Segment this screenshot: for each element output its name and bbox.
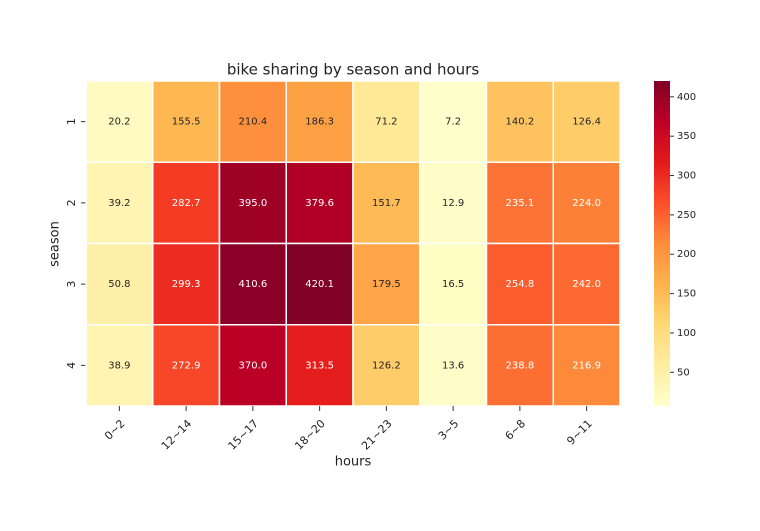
x-tick-label: 9~11 <box>564 417 595 448</box>
heatmap-cell <box>485 161 554 245</box>
colorbar-tick-label: 100 <box>677 328 696 339</box>
heatmap-cell <box>285 324 354 407</box>
heatmap-cell <box>419 80 488 163</box>
cell-label: 179.5 <box>372 279 401 290</box>
heatmap-cell <box>218 324 287 407</box>
y-tick-label: 3 <box>65 281 78 288</box>
x-tick-label: 18~20 <box>292 417 328 453</box>
heatmap-cell <box>352 242 421 326</box>
cell-label: 7.2 <box>445 117 461 128</box>
heatmap-cell <box>419 242 488 326</box>
cell-label: 39.2 <box>108 198 130 209</box>
cell-label: 126.4 <box>572 117 601 128</box>
heatmap-cell <box>352 324 421 407</box>
heatmap-cell <box>85 242 154 326</box>
cell-label: 126.2 <box>372 360 401 371</box>
cell-label: 238.8 <box>506 360 535 371</box>
cell-label: 242.0 <box>572 279 601 290</box>
cell-label: 282.7 <box>172 198 201 209</box>
cell-label: 420.1 <box>305 279 334 290</box>
colorbar-tick-label: 150 <box>677 289 696 300</box>
x-tick-label: 12~14 <box>159 417 195 453</box>
heatmap-cell <box>218 242 287 326</box>
cell-label: 210.4 <box>239 117 268 128</box>
colorbar-tick-label: 200 <box>677 249 696 260</box>
cell-label: 140.2 <box>506 117 535 128</box>
cell-label: 50.8 <box>108 279 130 290</box>
y-tick-label: 1 <box>65 118 78 125</box>
x-tick-label: 3~5 <box>436 417 462 443</box>
cell-label: 379.6 <box>305 198 334 209</box>
cell-label: 20.2 <box>108 117 130 128</box>
heatmap-cell <box>152 242 221 326</box>
cell-label: 151.7 <box>372 198 401 209</box>
x-tick-label: 0~2 <box>102 417 128 443</box>
colorbar <box>654 81 670 406</box>
heatmap-cell <box>152 80 221 163</box>
heatmap-cell <box>85 324 154 407</box>
heatmap-cell <box>552 161 621 245</box>
x-tick-label: 15~17 <box>226 417 262 453</box>
x-tick-label: 6~8 <box>503 417 529 443</box>
heatmap-cell <box>152 324 221 407</box>
cell-label: 71.2 <box>375 117 397 128</box>
colorbar-tick-label: 250 <box>677 210 696 221</box>
colorbar-tick-label: 50 <box>677 367 690 378</box>
heatmap-cell <box>485 242 554 326</box>
heatmap-cell <box>552 242 621 326</box>
y-tick-label: 2 <box>65 199 78 206</box>
cell-label: 313.5 <box>305 360 334 371</box>
cell-label: 272.9 <box>172 360 201 371</box>
heatmap-cell <box>552 80 621 163</box>
chart-title: bike sharing by season and hours <box>227 61 479 79</box>
cell-label: 16.5 <box>442 279 464 290</box>
x-tick-label: 21~23 <box>359 417 395 453</box>
cell-label: 395.0 <box>239 198 268 209</box>
heatmap-cell <box>218 161 287 245</box>
cell-label: 299.3 <box>172 279 201 290</box>
cell-label: 224.0 <box>572 198 601 209</box>
colorbar-tick-label: 400 <box>677 92 696 103</box>
y-axis-label: season <box>48 221 63 267</box>
cell-label: 13.6 <box>442 360 464 371</box>
cell-label: 12.9 <box>442 198 464 209</box>
colorbar-tick-label: 300 <box>677 171 696 182</box>
x-axis-label: hours <box>335 455 372 470</box>
cell-label: 235.1 <box>506 198 535 209</box>
cell-label: 38.9 <box>108 360 130 371</box>
colorbar-tick-label: 350 <box>677 131 696 142</box>
cell-label: 254.8 <box>506 279 535 290</box>
heatmap-cell <box>485 324 554 407</box>
heatmap-cell <box>285 161 354 245</box>
cell-label: 410.6 <box>239 279 268 290</box>
y-tick-label: 4 <box>65 362 78 369</box>
cell-label: 155.5 <box>172 117 201 128</box>
cell-label: 186.3 <box>305 117 334 128</box>
heatmap-cell <box>419 161 488 245</box>
cell-label: 370.0 <box>239 360 268 371</box>
cell-label: 216.9 <box>572 360 601 371</box>
